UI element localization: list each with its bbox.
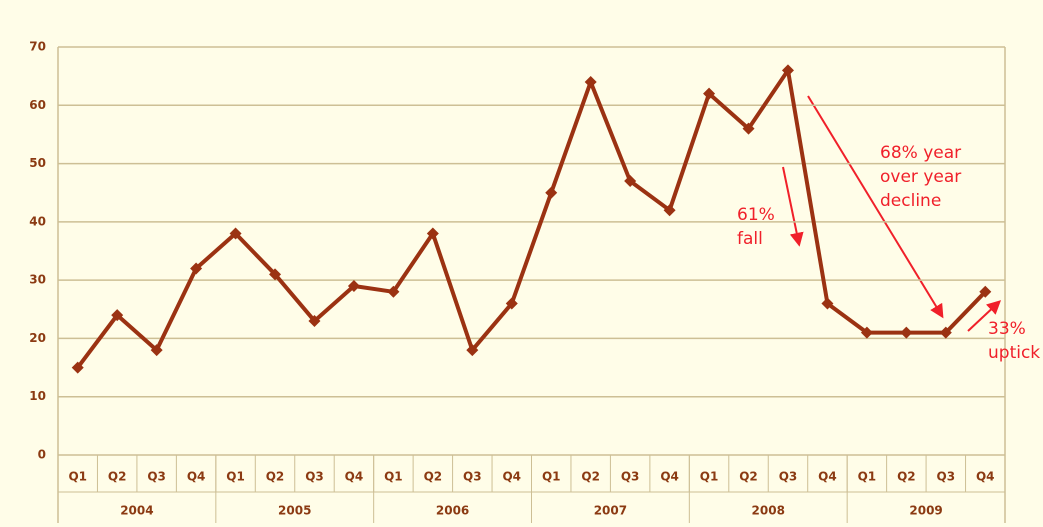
marker [939, 326, 952, 339]
x-tick-label: Q2 [266, 470, 285, 484]
x-tick-label: Q1 [226, 470, 245, 484]
annotation: decline [880, 191, 941, 211]
marker [71, 361, 84, 374]
marker [781, 64, 794, 77]
x-tick-label: Q2 [581, 470, 600, 484]
y-tick-label: 50 [29, 156, 46, 170]
x-tick-label: Q1 [68, 470, 87, 484]
arrow [967, 300, 1002, 332]
marker [624, 175, 637, 188]
x-tick-label: Q4 [345, 470, 364, 484]
arrows [782, 95, 1002, 332]
annotation: over year [880, 167, 961, 187]
x-tick-label: Q1 [384, 470, 403, 484]
x-tick-label: Q1 [700, 470, 719, 484]
marker [347, 279, 360, 292]
x-tick-label: Q1 [858, 470, 877, 484]
x-tick-label: Q1 [542, 470, 561, 484]
x-tick-label: Q4 [976, 470, 995, 484]
annotation: 61% [737, 205, 775, 225]
arrow [782, 166, 804, 247]
marker [821, 297, 834, 310]
marker [190, 262, 203, 275]
x-tick-label: Q3 [937, 470, 956, 484]
x-tick-label: Q3 [147, 470, 166, 484]
x-tick-label: Q2 [424, 470, 443, 484]
y-tick-label: 60 [29, 98, 46, 112]
y-tick-label: 10 [29, 389, 46, 403]
marker [229, 227, 242, 240]
group-label: 2005 [278, 504, 311, 518]
y-tick-label: 70 [29, 40, 46, 54]
y-tick-label: 20 [29, 331, 46, 345]
x-tick-label: Q2 [108, 470, 127, 484]
marker [979, 285, 992, 298]
marker [426, 227, 439, 240]
x-tick-label: Q3 [621, 470, 640, 484]
marker [505, 297, 518, 310]
annotation: 68% year [880, 143, 961, 163]
marker [663, 204, 676, 217]
x-tick-label: Q3 [305, 470, 324, 484]
group-label: 2006 [436, 504, 469, 518]
arrow [807, 95, 944, 319]
marker [111, 309, 124, 322]
annotation: fall [737, 229, 763, 249]
x-tick-label: Q2 [739, 470, 758, 484]
group-label: 2004 [120, 504, 153, 518]
annotation: 33% [988, 319, 1026, 339]
marker [466, 344, 479, 357]
marker [269, 268, 282, 281]
group-label: 2007 [594, 504, 627, 518]
y-tick-label: 0 [38, 448, 46, 462]
group-label: 2008 [752, 504, 785, 518]
marker [545, 186, 558, 199]
marker [900, 326, 913, 339]
annotation: uptick [988, 343, 1040, 363]
x-tick-label: Q4 [502, 470, 521, 484]
x-tick-label: Q2 [897, 470, 916, 484]
x-tick-label: Q3 [463, 470, 482, 484]
line [76, 68, 987, 369]
x-tick-label: Q4 [187, 470, 206, 484]
y-tick-label: 30 [29, 273, 46, 287]
group-label: 2009 [909, 504, 942, 518]
marker [703, 87, 716, 100]
y-tick-label: 40 [29, 214, 46, 228]
marker [387, 285, 400, 298]
marker [860, 326, 873, 339]
marker [308, 314, 321, 327]
marker [742, 122, 755, 135]
marker [584, 75, 597, 88]
x-tick-label: Q3 [779, 470, 798, 484]
x-tick-label: Q4 [818, 470, 837, 484]
x-tick-label: Q4 [660, 470, 679, 484]
marker [150, 344, 163, 357]
